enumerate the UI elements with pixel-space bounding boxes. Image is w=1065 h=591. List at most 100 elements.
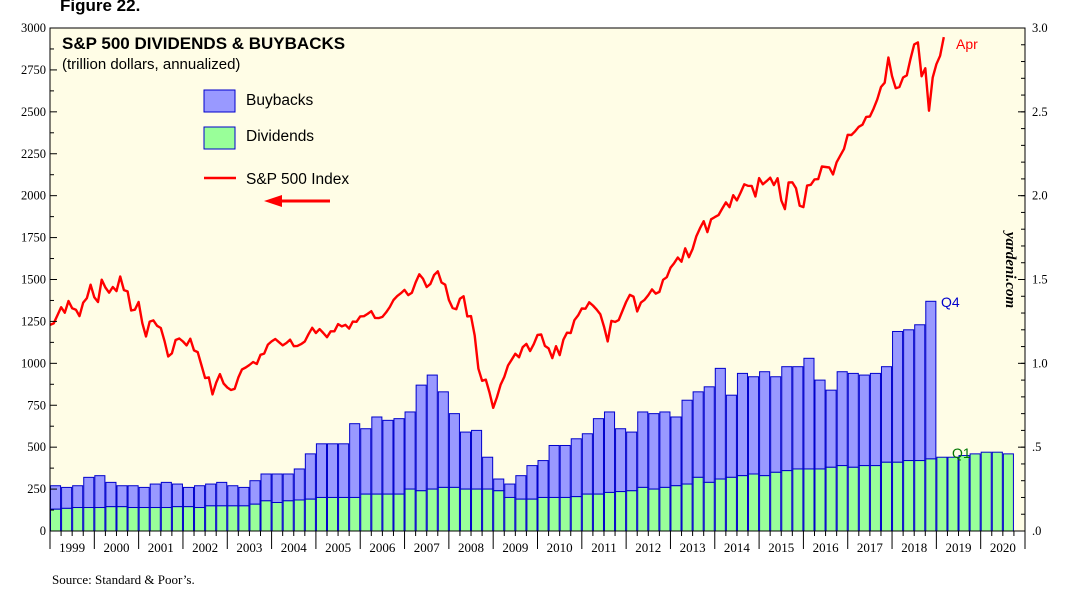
dividend-bar — [725, 476, 737, 532]
buyback-bar — [304, 453, 316, 500]
dividend-bar — [338, 496, 350, 532]
buyback-bar — [803, 357, 815, 470]
buyback-bar — [847, 372, 859, 468]
buyback-bar — [670, 416, 682, 487]
right-axis-tick-label: 2.5 — [1032, 105, 1048, 119]
buyback-bar — [194, 485, 206, 509]
dividend-bar — [526, 498, 538, 532]
dividend-bar — [659, 486, 671, 532]
dividend-bar — [249, 503, 261, 532]
buyback-bar — [116, 485, 128, 508]
dividend-bar — [792, 468, 804, 532]
buyback-bar — [205, 483, 217, 507]
buyback-bar — [315, 443, 327, 498]
dividend-bar — [781, 470, 793, 532]
right-axis-tick-label: .5 — [1032, 440, 1041, 454]
dividend-bar — [548, 496, 560, 532]
buyback-bar — [526, 465, 538, 500]
dividend-bar — [748, 473, 760, 532]
dividend-bar — [847, 466, 859, 532]
dividend-bar — [958, 455, 970, 532]
dividend-bar — [736, 475, 749, 532]
buyback-bar — [238, 486, 250, 507]
buyback-bar — [504, 483, 516, 498]
buyback-bar — [360, 428, 372, 495]
dividend-bar — [980, 451, 992, 532]
buyback-bar — [869, 372, 881, 467]
x-axis-tick-label: 2007 — [414, 540, 441, 555]
dividend-bar — [703, 481, 715, 532]
buyback-bar — [858, 374, 870, 467]
buyback-bar — [371, 416, 383, 495]
legend-index-label: S&P 500 Index — [246, 171, 349, 188]
buyback-bar — [382, 419, 394, 495]
buyback-bar — [836, 371, 848, 467]
buyback-bar — [105, 481, 117, 508]
source-note: Source: Standard & Poor’s. — [52, 572, 195, 587]
dividend-bar — [858, 465, 870, 532]
x-axis-tick-label: 2004 — [281, 540, 308, 555]
dividend-bar — [127, 507, 139, 532]
buyback-bar — [349, 423, 361, 498]
buyback-bar — [515, 475, 527, 500]
x-axis-tick-label: 2010 — [547, 540, 573, 555]
left-axis-arrow — [264, 195, 330, 207]
dividend-bar — [537, 496, 549, 532]
x-axis-tick-label: 2002 — [192, 540, 218, 555]
dividend-bar — [83, 507, 95, 532]
dividend-bar — [936, 456, 948, 532]
legend-dividends-swatch — [203, 126, 236, 150]
buyback-bar — [171, 483, 183, 508]
dividend-bar — [570, 496, 582, 532]
buyback-bar — [138, 486, 150, 509]
dividend-bar — [880, 461, 893, 532]
buyback-bar — [570, 438, 582, 498]
dividend-bar — [869, 465, 881, 532]
dividend-bar — [260, 500, 272, 532]
dividend-bar — [903, 460, 915, 532]
x-axis-tick-label: 2001 — [148, 540, 174, 555]
buyback-bar — [548, 444, 560, 498]
dividend-bar — [615, 491, 627, 532]
dividend-bar — [393, 493, 405, 532]
dividend-bar — [171, 506, 183, 532]
legend-buybacks-swatch — [203, 89, 236, 113]
dividend-bar — [504, 496, 516, 532]
dividend-bar — [592, 493, 604, 532]
dividend-bar — [770, 471, 782, 532]
left-axis-tick-label: 0 — [40, 524, 46, 538]
right-axis-tick-label: 1.0 — [1032, 356, 1048, 370]
buyback-bar — [814, 379, 826, 470]
buyback-bar — [493, 478, 505, 492]
dividend-bar — [482, 488, 494, 532]
buyback-bar — [293, 468, 305, 501]
buyback-bar — [659, 411, 671, 488]
chart-subtitle: (trillion dollars, annualized) — [62, 56, 240, 73]
end-label-q1: Q1 — [952, 445, 971, 461]
dividend-bar — [493, 490, 505, 532]
dividend-bar — [138, 507, 150, 532]
x-axis-tick-label: 2005 — [325, 540, 351, 555]
left-axis-tick-label: 1250 — [21, 314, 46, 328]
x-axis-tick-label: 2011 — [591, 540, 617, 555]
dividend-bar — [382, 493, 394, 532]
buyback-bar — [603, 411, 616, 493]
dividend-bar — [437, 486, 449, 532]
dividend-bar — [415, 490, 427, 532]
dividend-bar — [459, 488, 472, 532]
buyback-bar — [925, 300, 937, 460]
buyback-bar — [482, 456, 494, 490]
buyback-bar — [770, 376, 782, 473]
buyback-bar — [72, 485, 84, 509]
dividend-bar — [94, 507, 106, 532]
buyback-bar — [459, 431, 472, 490]
dividend-bar — [836, 465, 848, 532]
buyback-bar — [880, 366, 893, 463]
end-label-q4: Q4 — [941, 294, 960, 310]
x-axis-tick-label: 2006 — [369, 540, 396, 555]
buyback-bar — [615, 428, 627, 493]
x-axis-tick-label: 2019 — [946, 540, 972, 555]
x-axis-tick-label: 2015 — [768, 540, 794, 555]
right-axis-tick-label: 2.0 — [1032, 189, 1048, 203]
legend-dividends-label: Dividends — [246, 128, 314, 145]
